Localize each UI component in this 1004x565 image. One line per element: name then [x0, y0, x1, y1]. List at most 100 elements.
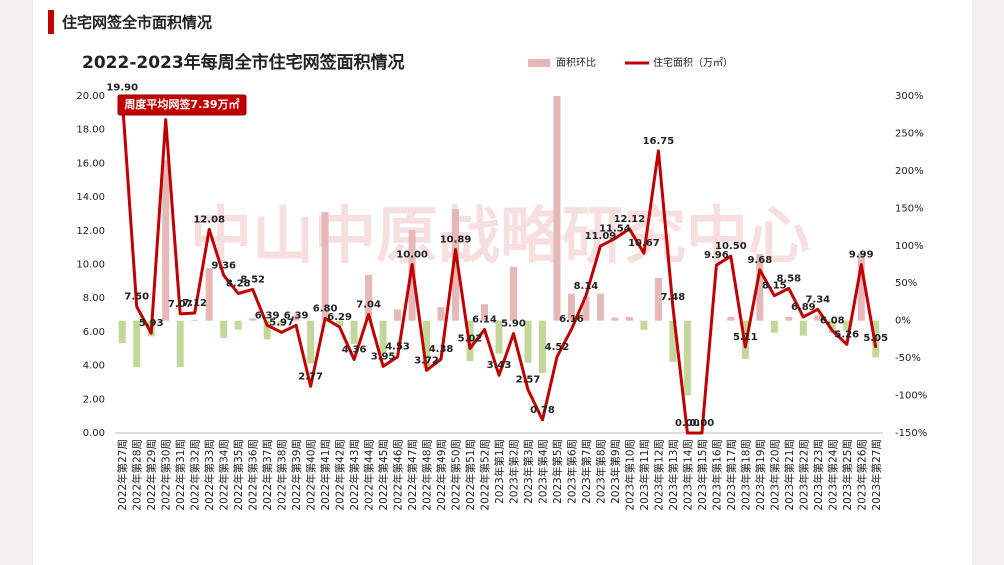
- value-label: 0.78: [530, 405, 555, 416]
- x-tick-label: 2023年第13周: [667, 439, 680, 511]
- bar: [292, 315, 300, 321]
- x-tick-label: 2023年第18周: [739, 439, 752, 511]
- y-tick-label: 8.00: [83, 293, 105, 304]
- x-tick-label: 2023年第9周: [609, 439, 622, 504]
- y2-tick-label: -150%: [895, 428, 927, 439]
- bar: [509, 266, 517, 321]
- bar: [278, 320, 286, 326]
- x-tick-label: 2023年第6周: [565, 439, 578, 504]
- bar: [857, 253, 865, 321]
- bar: [596, 293, 604, 321]
- y-tick-label: 2.00: [83, 394, 105, 405]
- value-label: 3.72: [414, 355, 439, 366]
- bar: [756, 254, 764, 321]
- x-tick-label: 2023年第12周: [652, 439, 665, 511]
- x-tick-label: 2023年第3周: [522, 439, 535, 504]
- y2-tick-label: 0%: [895, 316, 911, 327]
- value-label: 5.26: [834, 329, 859, 340]
- y-tick-label: 20.00: [76, 91, 105, 102]
- value-label: 9.36: [211, 260, 236, 271]
- value-label: 4.36: [342, 345, 367, 356]
- y-tick-label: 10.00: [76, 260, 105, 271]
- y2-tick-label: 250%: [895, 128, 924, 139]
- bar: [625, 316, 633, 321]
- bar: [321, 212, 329, 321]
- value-label: 8.15: [762, 281, 787, 292]
- bar: [249, 318, 257, 321]
- bar: [437, 307, 445, 321]
- value-label: 6.39: [284, 310, 309, 321]
- value-label: 6.16: [559, 314, 584, 325]
- value-label: 2.57: [516, 375, 541, 386]
- x-tick-label: 2022年第29周: [145, 439, 158, 511]
- bar: [553, 96, 561, 321]
- bar: [828, 320, 836, 334]
- x-tick-label: 2023年第27周: [870, 439, 883, 511]
- annotation: 周度平均网签7.39万㎡: [124, 97, 239, 111]
- value-label: 6.29: [327, 312, 352, 323]
- x-tick-label: 2022年第52周: [479, 439, 492, 511]
- value-label: 7.48: [661, 292, 686, 303]
- value-label: 5.11: [733, 332, 758, 343]
- bar: [481, 304, 489, 321]
- y2-tick-label: 50%: [895, 278, 917, 289]
- x-tick-label: 2022年第31周: [174, 439, 187, 511]
- value-label: 10.00: [396, 250, 428, 261]
- y-tick-label: 4.00: [83, 361, 105, 372]
- card: [33, 0, 972, 565]
- value-label: 7.50: [124, 292, 149, 303]
- value-label: 4.52: [545, 342, 570, 353]
- x-tick-label: 2022年第27周: [116, 439, 129, 511]
- bar: [234, 320, 242, 330]
- value-label: 11.54: [599, 224, 631, 235]
- bar: [582, 296, 590, 321]
- bar: [408, 230, 416, 321]
- x-tick-label: 2023年第19周: [754, 439, 767, 511]
- y2-tick-label: -100%: [895, 391, 927, 402]
- value-label: 4.38: [429, 344, 454, 355]
- bar: [191, 319, 199, 321]
- bar: [394, 309, 402, 321]
- x-tick-label: 2022年第41周: [319, 439, 332, 511]
- y2-tick-label: 100%: [895, 241, 924, 252]
- bar: [336, 320, 344, 327]
- x-tick-label: 2022年第49周: [435, 439, 448, 511]
- value-label: 0.00: [690, 418, 715, 429]
- x-tick-label: 2023年第17周: [725, 439, 738, 511]
- value-label: 5.93: [139, 318, 164, 329]
- value-label: 7.34: [805, 294, 830, 305]
- value-label: 5.90: [501, 319, 526, 330]
- bar: [350, 320, 358, 344]
- value-label: 10.50: [715, 241, 747, 252]
- value-label: 5.97: [269, 317, 294, 328]
- bar: [727, 316, 735, 321]
- x-tick-label: 2023年第4周: [536, 439, 549, 504]
- bar: [567, 293, 575, 321]
- x-tick-label: 2022年第45周: [377, 439, 390, 511]
- y2-tick-label: -50%: [895, 353, 921, 364]
- x-tick-label: 2023年第15周: [696, 439, 709, 511]
- x-tick-label: 2022年第38周: [276, 439, 289, 511]
- value-label: 5.02: [458, 333, 483, 344]
- value-label: 11.09: [585, 231, 617, 242]
- x-tick-label: 2022年第37周: [261, 439, 274, 511]
- bar: [307, 320, 315, 364]
- x-tick-label: 2023年第7周: [580, 439, 593, 504]
- value-label: 9.99: [849, 250, 874, 261]
- x-tick-label: 2023年第10周: [623, 439, 636, 511]
- x-tick-label: 2023年第25周: [841, 439, 854, 511]
- legend-label: 住宅面积（万㎡）: [653, 56, 733, 69]
- value-label: 6.39: [255, 310, 280, 321]
- x-tick-label: 2022年第39周: [290, 439, 303, 511]
- bar: [452, 209, 460, 321]
- x-tick-label: 2022年第48周: [421, 439, 434, 511]
- x-tick-label: 2022年第51周: [464, 439, 477, 511]
- bar: [611, 317, 619, 321]
- bar: [843, 320, 851, 331]
- value-label: 7.04: [356, 299, 381, 310]
- bar: [495, 320, 503, 354]
- bar: [423, 320, 431, 368]
- x-tick-label: 2022年第40周: [305, 439, 318, 511]
